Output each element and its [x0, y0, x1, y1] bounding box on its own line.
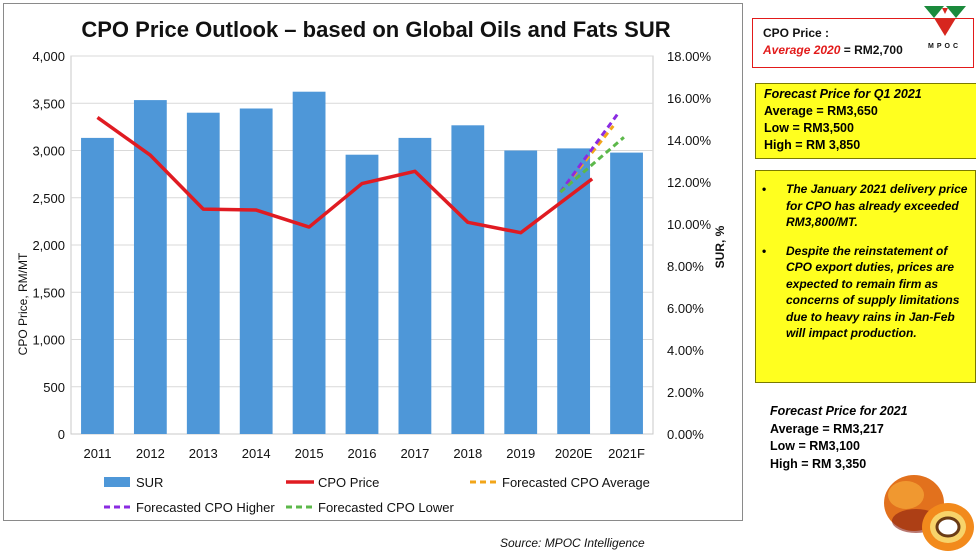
- y-left-tick-label: 0: [58, 427, 65, 442]
- axis-ticks: 0 500 1,000 1,500 2,000 2,500 3,000 3,500 4,000 0…: [32, 49, 711, 461]
- fy-high: High = RM 3,350: [770, 456, 867, 471]
- legend-label: SUR: [136, 475, 163, 490]
- sur-bar: [239, 108, 273, 434]
- y-left-tick-label: 3,500: [32, 96, 65, 111]
- x-tick-label: 2021F: [608, 446, 645, 461]
- average-2020-value: RM2,700: [854, 43, 903, 57]
- chart-svg: CPO Price Outlook – based on Global Oils…: [16, 17, 727, 515]
- x-tick-label: 2020E: [555, 446, 593, 461]
- chart-frame: CPO Price Outlook – based on Global Oils…: [3, 3, 743, 521]
- fy-low: Low = RM3,100: [770, 439, 860, 453]
- fy-average: Average = RM3,217: [770, 421, 884, 436]
- q1-high: High = RM 3,850: [764, 138, 861, 152]
- cpo-price-label: CPO Price :: [763, 26, 830, 40]
- y-right-tick-label: 2.00%: [667, 385, 704, 400]
- cpo-price-average: Average 2020 = RM2,700: [763, 42, 973, 59]
- x-tick-label: 2011: [83, 446, 111, 461]
- y-left-tick-label: 500: [43, 380, 65, 395]
- y-right-tick-label: 18.00%: [667, 49, 712, 64]
- x-tick-label: 2016: [348, 446, 377, 461]
- legend-label: Forecasted CPO Lower: [318, 500, 455, 515]
- note-item: • The January 2021 delivery price for CP…: [762, 181, 969, 231]
- price-lines: [96, 111, 625, 235]
- sur-bar: [504, 150, 538, 434]
- legend-label: CPO Price: [318, 475, 379, 490]
- y-left-tick-label: 1,500: [32, 285, 65, 300]
- sur-bars: [81, 91, 643, 435]
- y-right-tick-label: 4.00%: [667, 343, 704, 358]
- y-right-tick-label: 12.00%: [667, 175, 712, 190]
- y-left-tick-label: 1,000: [32, 333, 65, 348]
- x-tick-label: 2018: [453, 446, 482, 461]
- average-2020-label: Average 2020: [763, 43, 841, 57]
- x-tick-label: 2012: [136, 446, 165, 461]
- notes-box: • The January 2021 delivery price for CP…: [755, 170, 976, 383]
- q1-low: Low = RM3,500: [764, 121, 854, 135]
- sur-bar: [186, 112, 220, 434]
- sur-bar: [345, 154, 379, 434]
- sur-bar: [133, 100, 167, 434]
- y-right-tick-label: 8.00%: [667, 259, 704, 274]
- y-right-tick-label: 16.00%: [667, 91, 712, 106]
- y-right-tick-label: 6.00%: [667, 301, 704, 316]
- chart-title: CPO Price Outlook – based on Global Oils…: [81, 17, 670, 42]
- y-left-tick-label: 2,000: [32, 238, 65, 253]
- sur-bar: [292, 91, 326, 434]
- q1-forecast-box: Forecast Price for Q1 2021 Average = RM3…: [755, 83, 976, 159]
- x-tick-label: 2017: [400, 446, 429, 461]
- x-tick-label: 2014: [242, 446, 271, 461]
- y-left-tick-label: 2,500: [32, 191, 65, 206]
- y-right-tick-label: 10.00%: [667, 217, 712, 232]
- mpoc-logo-text: MPOC: [928, 43, 961, 50]
- note-text: The January 2021 delivery price for CPO …: [786, 182, 968, 229]
- legend-label: Forecasted CPO Average: [502, 475, 650, 490]
- y-left-tick-label: 3,000: [32, 144, 65, 159]
- source-note: Source: MPOC Intelligence: [500, 536, 645, 550]
- sur-bar: [557, 148, 591, 434]
- palm-fruit-icon: [884, 475, 974, 551]
- q1-heading: Forecast Price for Q1 2021: [764, 87, 922, 101]
- y-left-tick-label: 4,000: [32, 49, 65, 64]
- x-tick-label: 2013: [189, 446, 218, 461]
- bullet-icon: •: [762, 243, 767, 258]
- bullet-icon: •: [762, 182, 767, 196]
- forecast-line-3: [559, 111, 620, 193]
- y-right-tick-label: 14.00%: [667, 133, 712, 148]
- cpo-price-box: CPO Price : Average 2020 = RM2,700: [752, 18, 974, 68]
- x-tick-label: 2019: [506, 446, 535, 461]
- q1-average: Average = RM3,650: [764, 104, 878, 118]
- note-item: • Despite the reinstatement of CPO expor…: [762, 243, 969, 342]
- sur-bar: [451, 125, 485, 435]
- mpoc-logo-icon: [924, 6, 966, 36]
- average-2020-eq: =: [840, 43, 855, 57]
- sur-bar: [610, 152, 643, 434]
- sur-bar: [81, 137, 114, 434]
- legend-label: Forecasted CPO Higher: [136, 500, 275, 515]
- y-axis-left-title: CPO Price, RM/MT: [16, 252, 30, 355]
- x-tick-label: 2015: [295, 446, 324, 461]
- y-right-tick-label: 0.00%: [667, 427, 704, 442]
- cpo-price-line: [96, 116, 594, 235]
- fy-heading: Forecast Price for 2021: [770, 404, 908, 418]
- fy2021-forecast-box: Forecast Price for 2021 Average = RM3,21…: [770, 403, 970, 473]
- sur-bar: [398, 137, 432, 434]
- chart-legend: SUR CPO Price Forecasted CPO Average Foreca…: [104, 475, 650, 515]
- y-axis-right-title: SUR, %: [713, 225, 727, 268]
- legend-swatch: [104, 477, 130, 487]
- forecast-line-4: [559, 136, 625, 194]
- note-text: Despite the reinstatement of CPO export …: [786, 243, 960, 341]
